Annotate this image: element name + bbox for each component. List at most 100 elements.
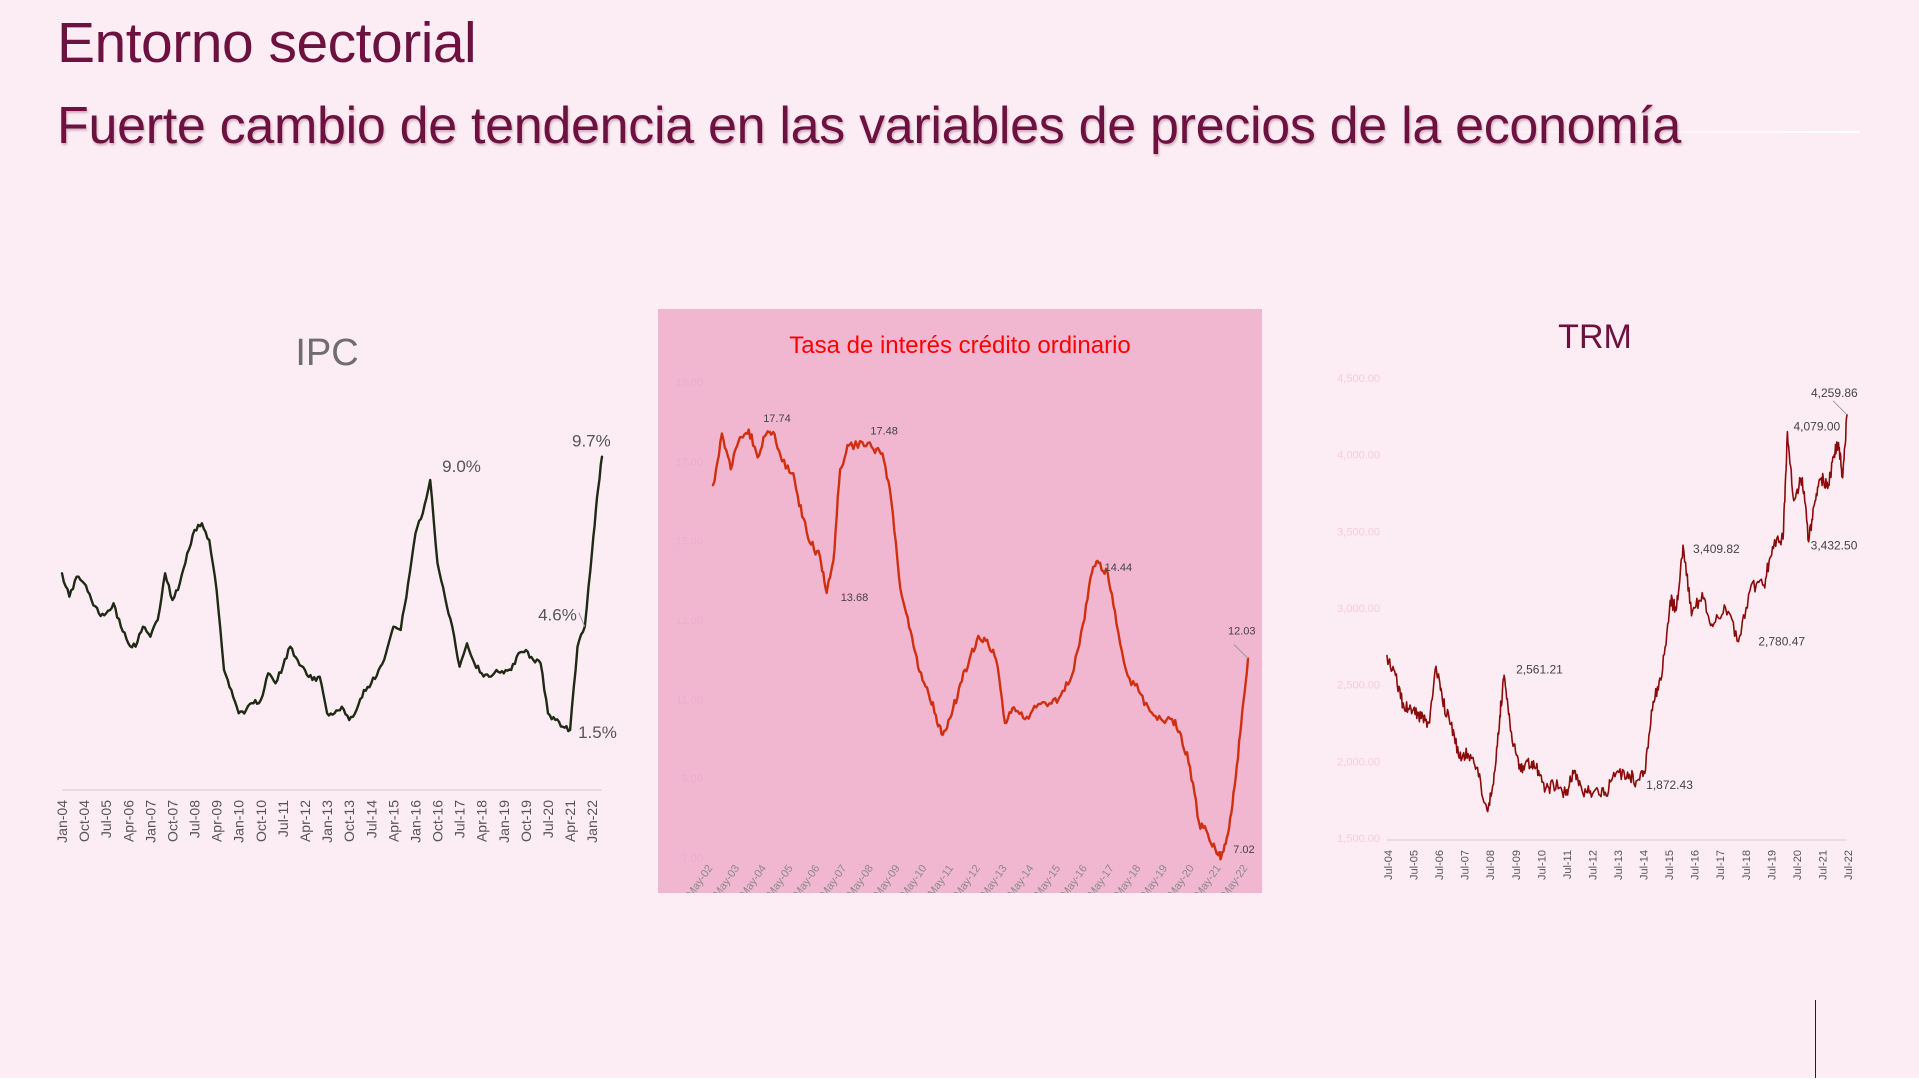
tasa-x-tick-label: May-17 <box>1086 863 1117 893</box>
tasa-data-label: 13.68 <box>841 592 869 604</box>
ipc-x-tick-label: Jul-20 <box>540 800 556 838</box>
trm-x-tick-label: Jul-18 <box>1741 850 1753 880</box>
ipc-x-tick-label: Jul-08 <box>187 800 203 838</box>
tasa-x-tick-label: May-09 <box>872 863 903 893</box>
trm-chart-svg: TRM 1,500.00 2,000.00 2,500.00 3,000.00 3,50… <box>1337 318 1858 880</box>
trm-x-tick-label: Jul-22 <box>1843 850 1855 880</box>
tasa-x-tick-label: May-20 <box>1166 863 1197 893</box>
tasa-annotation-leader <box>1233 644 1249 659</box>
ipc-x-tick-label: Oct-10 <box>253 800 269 842</box>
ipc-x-tick-label: Jan-19 <box>496 800 512 843</box>
trm-y-tick-label: 3,000.00 <box>1337 603 1380 615</box>
tasa-chart-title: Tasa de interés crédito ordinario <box>789 332 1131 359</box>
tasa-x-tick-label: May-18 <box>1113 863 1144 893</box>
ipc-chart-title: IPC <box>295 332 358 374</box>
tasa-x-tick-label: May-11 <box>926 863 956 893</box>
trm-data-label: 3,432.50 <box>1811 539 1858 553</box>
ipc-x-tick-label: Jan-16 <box>407 800 423 843</box>
tasa-x-tick-label: May-14 <box>1006 863 1037 893</box>
section-eyebrow: Entorno sectorial <box>57 11 477 75</box>
ipc-x-tick-label: Jan-04 <box>54 800 70 843</box>
bottom-band <box>0 1078 1919 1080</box>
trm-chart: TRM 1,500.00 2,000.00 2,500.00 3,000.00 3,50… <box>1315 310 1875 880</box>
trm-y-tick-label: 4,500.00 <box>1337 373 1380 385</box>
tasa-chart: Tasa de interés crédito ordinario 7.00 9.… <box>658 309 1262 893</box>
ipc-data-label: 1.5% <box>578 723 617 742</box>
tasa-x-tick-label: May-22 <box>1220 863 1251 893</box>
trm-x-tick-label: Jul-06 <box>1434 850 1446 880</box>
ipc-x-tick-label: Oct-13 <box>341 800 357 842</box>
ipc-x-tick-label: Jan-13 <box>319 800 335 843</box>
tasa-series-line <box>711 428 1250 861</box>
tasa-data-label: 17.48 <box>870 425 898 437</box>
trm-x-tick-label: Jul-12 <box>1587 850 1599 880</box>
trm-chart-title: TRM <box>1558 318 1632 356</box>
ipc-x-tick-label: Oct-07 <box>164 800 180 842</box>
trm-x-tick-label: Jul-17 <box>1715 850 1727 880</box>
header-divider <box>1330 131 1860 133</box>
ipc-x-tick-label: Jul-14 <box>363 800 379 838</box>
tasa-x-tick-label: May-05 <box>765 863 796 893</box>
page-title: Fuerte cambio de tendencia en las variab… <box>57 97 1682 155</box>
trm-x-tick-label: Jul-13 <box>1613 850 1625 880</box>
trm-x-tick-label: Jul-14 <box>1639 850 1651 880</box>
trm-data-label: 4,079.00 <box>1793 420 1840 434</box>
trm-x-tick-label: Jul-07 <box>1460 850 1472 880</box>
tasa-x-tick-label: May-04 <box>738 863 769 893</box>
tasa-x-tick-label: May-16 <box>1059 863 1090 893</box>
ipc-x-tick-label: Jul-05 <box>98 800 114 838</box>
trm-y-tick-label: 1,500.00 <box>1337 833 1380 845</box>
ipc-x-tick-label: Jan-07 <box>142 800 158 843</box>
trm-data-label: 4,259.86 <box>1811 386 1858 400</box>
slide-edge-line <box>1815 1000 1816 1078</box>
tasa-x-tick-label: May-10 <box>899 863 930 893</box>
tasa-data-label: 14.44 <box>1105 562 1133 574</box>
trm-x-tick-label: Jul-05 <box>1409 850 1421 880</box>
tasa-y-tick-label: 13.00 <box>675 615 703 627</box>
ipc-x-tick-label: Jul-17 <box>452 800 468 838</box>
ipc-annotation-leader <box>578 612 586 627</box>
tasa-y-tick-label: 19.00 <box>675 377 703 389</box>
trm-y-tick-label: 4,000.00 <box>1337 450 1380 462</box>
tasa-x-tick-label: May-15 <box>1032 863 1063 893</box>
ipc-data-label: 9.7% <box>572 432 611 451</box>
tasa-x-tick-label: May-13 <box>979 863 1010 893</box>
trm-y-tick-label: 2,500.00 <box>1337 680 1380 692</box>
tasa-data-label: 7.02 <box>1233 844 1254 856</box>
tasa-y-tick-label: 9.00 <box>682 774 703 786</box>
ipc-series-line <box>60 455 604 733</box>
trm-annotation-leader <box>1832 400 1848 416</box>
ipc-chart-svg: IPC Jan-04 Oct-04 Jul-05 Apr-06 Jan-07 Oct-07… <box>54 332 617 843</box>
trm-series-line <box>1386 414 1848 813</box>
trm-data-label: 1,872.43 <box>1646 778 1693 792</box>
tasa-x-tick-label: May-21 <box>1193 863 1224 893</box>
tasa-y-tick-label: 15.00 <box>675 536 703 548</box>
ipc-x-tick-label: Oct-04 <box>76 800 92 842</box>
ipc-x-tick-label: Jul-11 <box>275 800 291 837</box>
trm-data-label: 2,561.21 <box>1516 662 1563 676</box>
tasa-y-tick-label: 7.00 <box>682 853 703 865</box>
trm-data-label: 2,780.47 <box>1758 635 1805 649</box>
tasa-x-tick-label: May-02 <box>685 863 716 893</box>
ipc-x-tick-label: Apr-15 <box>385 800 401 842</box>
ipc-x-tick-label: Jan-10 <box>231 800 247 843</box>
trm-x-tick-label: Jul-04 <box>1383 850 1395 880</box>
ipc-x-tick-label: Apr-06 <box>120 800 136 842</box>
ipc-x-tick-label: Oct-16 <box>430 800 446 842</box>
trm-x-tick-label: Jul-19 <box>1766 850 1778 880</box>
ipc-data-label: 9.0% <box>442 457 481 476</box>
tasa-x-tick-label: May-06 <box>792 863 823 893</box>
ipc-x-tick-label: Apr-12 <box>297 800 313 842</box>
trm-y-tick-label: 2,000.00 <box>1337 756 1380 768</box>
tasa-y-tick-label: 11.00 <box>676 694 703 706</box>
trm-data-label: 3,409.82 <box>1693 542 1740 556</box>
tasa-data-label: 12.03 <box>1228 625 1256 637</box>
trm-x-tick-label: Jul-21 <box>1817 850 1829 880</box>
trm-x-tick-label: Jul-10 <box>1536 850 1548 880</box>
trm-x-tick-label: Jul-20 <box>1792 850 1804 880</box>
trm-y-tick-label: 3,500.00 <box>1337 526 1380 538</box>
trm-x-tick-label: Jul-15 <box>1664 850 1676 880</box>
ipc-x-tick-label: Apr-18 <box>474 800 490 842</box>
trm-x-tick-label: Jul-16 <box>1690 850 1702 880</box>
ipc-chart: IPC Jan-04 Oct-04 Jul-05 Apr-06 Jan-07 Oct-07… <box>40 320 620 860</box>
